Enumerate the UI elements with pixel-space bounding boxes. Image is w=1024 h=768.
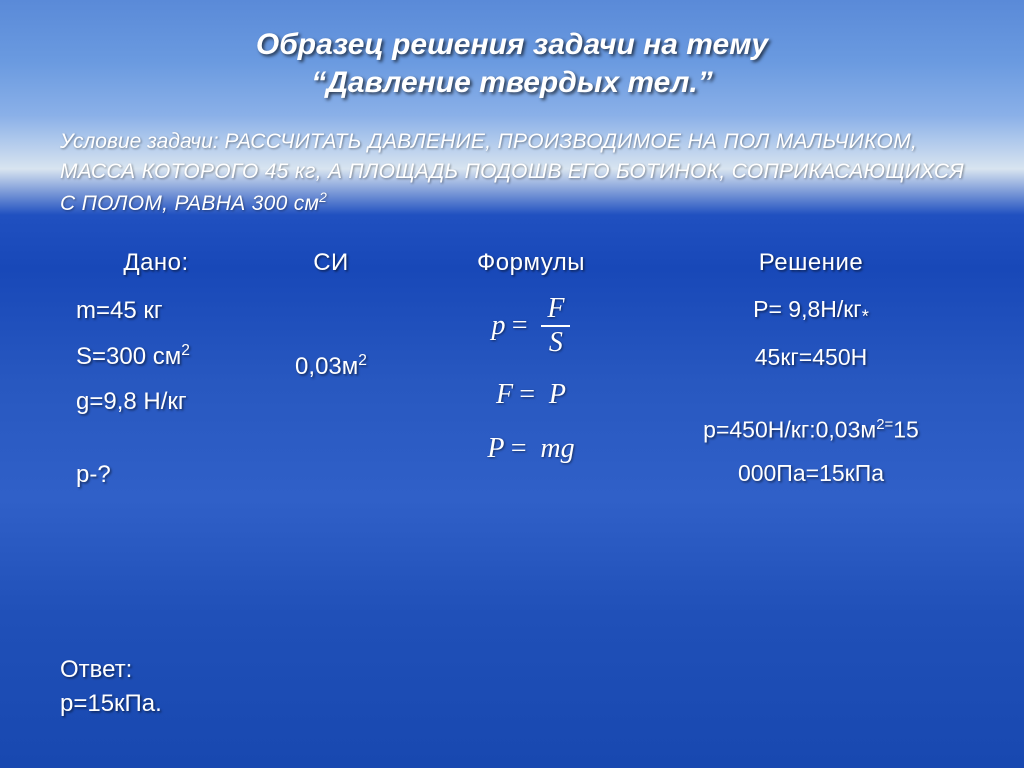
- solution-line-1: P= 9,8Н/кг*: [664, 295, 958, 329]
- formula-header: Формулы: [414, 249, 648, 277]
- sol-1a: P= 9,8Н/кг: [753, 296, 862, 322]
- formula-F2: F: [496, 379, 513, 411]
- given-g: g=9,8 Н/кг: [64, 386, 248, 417]
- sol-3exp: 2=: [876, 416, 893, 433]
- condition-exp: 2: [319, 190, 327, 205]
- formula-eq-2: =: [518, 379, 537, 411]
- condition-kg: кг: [295, 160, 316, 183]
- solution-column: Решение P= 9,8Н/кг* 45кг=450Н p=450Н/кг:…: [656, 249, 966, 504]
- si-area: 0,03м2: [264, 351, 398, 382]
- solution-line-3: p=450Н/кг:0,03м2=15: [664, 415, 958, 446]
- given-header: Дано:: [64, 249, 248, 277]
- formula-weight: P = mg: [414, 433, 648, 465]
- formula-fraction: F S: [541, 295, 570, 357]
- si-area-val: 0,03м: [295, 353, 358, 380]
- solution-line-2: 45кг=450Н: [664, 343, 958, 373]
- sol-3a: p=450Н/кг:0,03м: [703, 416, 876, 442]
- sol-1b: *: [862, 306, 869, 327]
- slide: Образец решения задачи на тему “Давление…: [0, 0, 1024, 504]
- formula-eq-3: =: [509, 433, 528, 465]
- formula-S: S: [541, 327, 570, 357]
- formula-P3: P: [487, 433, 504, 465]
- formula-column: Формулы p = F S F = P P = mg: [406, 249, 656, 504]
- title-line-2: “Давление твердых тел.”: [56, 64, 968, 102]
- formula-F: F: [541, 295, 570, 327]
- formula-mg: mg: [540, 433, 574, 465]
- solution-line-4: 000Па=15кПа: [664, 459, 958, 489]
- title-line-1: Образец решения задачи на тему: [56, 26, 968, 64]
- problem-condition: Условие задачи: Рассчитать давление, про…: [60, 127, 964, 219]
- formula-pressure: p = F S: [414, 295, 648, 357]
- formula-force: F = P: [414, 379, 648, 411]
- solution-header: Решение: [664, 249, 958, 277]
- answer-value: p=15кПа.: [60, 690, 162, 718]
- solution-grid: Дано: m=45 кг S=300 см2 g=9,8 Н/кг p-? С…: [56, 249, 968, 504]
- given-area: S=300 см2: [64, 341, 248, 372]
- given-mass: m=45 кг: [64, 295, 248, 326]
- formula-p-sym: p: [492, 310, 506, 342]
- given-column: Дано: m=45 кг S=300 см2 g=9,8 Н/кг p-?: [56, 249, 256, 504]
- given-area-exp: 2: [181, 342, 190, 359]
- formula-P2: P: [549, 379, 566, 411]
- condition-label: Условие задачи:: [60, 130, 224, 153]
- answer-block: Ответ: p=15кПа.: [60, 656, 162, 724]
- given-area-val: S=300 см: [76, 343, 181, 370]
- formula-eq-1: =: [510, 310, 529, 342]
- given-unknown: p-?: [64, 459, 248, 490]
- condition-cm: см: [294, 192, 320, 215]
- si-header: СИ: [264, 249, 398, 277]
- si-area-exp: 2: [358, 352, 367, 369]
- sol-3b: 15: [893, 416, 919, 442]
- si-column: СИ 0,03м2: [256, 249, 406, 504]
- answer-label: Ответ:: [60, 656, 162, 684]
- title: Образец решения задачи на тему “Давление…: [56, 26, 968, 101]
